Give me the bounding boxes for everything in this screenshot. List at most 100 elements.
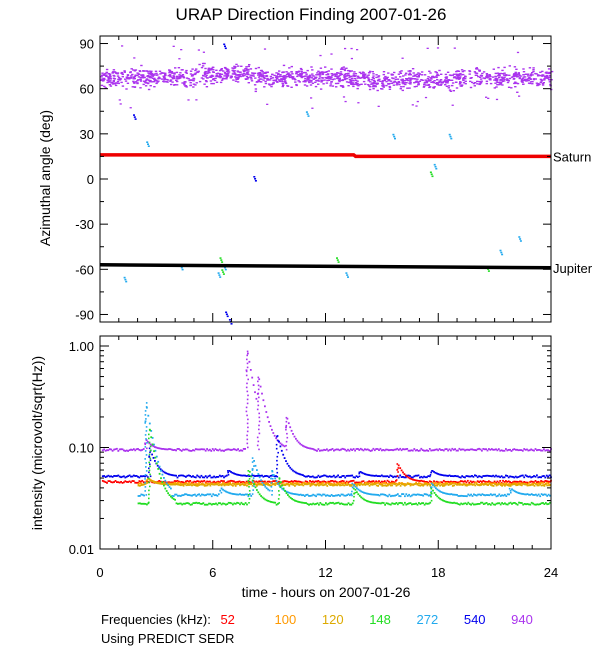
azimuth-point-940 [360,72,363,75]
intensity-point-940 [351,449,354,451]
azimuth-point-940 [489,77,492,80]
intensity-point-52 [403,473,406,475]
azimuth-point-940 [235,63,238,66]
azimuth-point-940 [287,72,290,74]
azimuth-point-940 [207,68,210,70]
intensity-point-148 [467,501,470,504]
intensity-spike-940 [246,402,249,405]
intensity-point-940 [244,448,246,450]
intensity-point-940 [475,449,478,452]
intensity-point-148 [329,501,332,504]
intensity-point-148 [536,503,539,506]
azimuth-point-940 [513,78,516,80]
azimuth-point-940 [546,77,549,79]
intensity-point-148 [360,496,363,499]
azimuth-point-940 [367,78,371,80]
intensity-point-940 [347,448,349,451]
intensity-point-120 [303,483,306,485]
azimuth-point-940 [451,104,454,106]
azimuth-point-940 [254,77,257,79]
intensity-point-148 [378,502,381,505]
intensity-point-148 [188,502,191,505]
azimuth-point-940 [137,79,140,81]
azimuth-point-940 [279,74,282,76]
intensity-point-52 [285,480,287,483]
intensity-point-540 [318,476,321,478]
azimuth-point-940 [395,84,398,86]
legend-entry-100: 100 [274,612,297,627]
intensity-point-100 [316,482,319,484]
intensity-point-272 [473,493,475,496]
intensity-point-272 [143,494,145,497]
azimuth-point-940 [238,73,242,76]
azimuth-point-940 [124,80,128,82]
intensity-spike-272 [145,418,147,420]
intensity-spike-940 [286,436,289,439]
azimuth-point-540 [254,180,257,182]
azimuth-point-940 [257,74,260,76]
azimuth-point-940 [429,72,432,74]
azimuth-point-940 [405,78,408,80]
azimuth-point-940 [352,73,356,75]
azimuth-point-940 [290,76,293,78]
azimuth-point-940 [130,75,133,77]
intensity-point-120 [261,484,264,486]
intensity-spike-540 [148,471,150,474]
intensity-point-120 [440,483,443,486]
intensity-point-100 [539,482,542,484]
intensity-point-100 [206,482,209,485]
intensity-point-120 [151,480,154,483]
intensity-point-940 [372,447,375,450]
intensity-point-940 [163,448,166,451]
intensity-point-52 [442,479,445,482]
azimuth-point-148 [336,257,338,259]
azimuth-point-940 [314,85,318,88]
azimuth-point-940 [401,57,404,59]
intensity-point-940 [158,447,161,450]
intensity-point-120 [265,483,268,485]
azimuth-point-940 [144,82,148,84]
intensity-point-52 [464,480,466,483]
intensity-point-540 [351,474,354,477]
intensity-spike-540 [149,451,151,454]
intensity-spike-148 [148,437,150,440]
intensity-point-100 [329,482,332,485]
azimuth-point-940 [478,83,481,86]
intensity-point-940 [541,449,544,452]
intensity-point-120 [230,483,233,486]
azimuth-point-940 [312,75,315,77]
intensity-spike-148 [149,457,152,460]
azimuth-point-940 [205,74,208,77]
intensity-point-100 [536,483,539,485]
intensity-point-272 [261,481,264,484]
intensity-point-52 [351,480,354,482]
intensity-point-540 [399,474,402,477]
azimuth-point-940 [496,72,500,74]
intensity-point-52 [238,480,241,483]
azimuth-point-940 [507,86,511,88]
intensity-point-100 [241,482,244,485]
azimuth-point-940 [272,79,275,82]
intensity-point-272 [442,491,444,494]
azimuth-point-940 [345,67,348,69]
intensity-point-120 [192,483,195,486]
azimuth-point-940 [254,67,258,70]
azimuth-point-940 [489,75,492,78]
azimuth-point-940 [310,81,313,83]
intensity-point-272 [171,495,174,497]
azimuth-point-940 [395,81,398,84]
intensity-point-272 [525,493,527,496]
azimuth-point-940 [315,74,318,76]
intensity-point-120 [153,481,155,483]
intensity-point-52 [544,480,547,482]
intensity-point-148 [263,497,265,500]
azimuth-point-940 [353,75,356,78]
intensity-point-100 [439,481,441,484]
intensity-point-272 [298,494,301,496]
intensity-point-540 [104,476,107,478]
intensity-point-120 [337,483,340,486]
intensity-point-52 [127,481,129,483]
azimuth-point-940 [527,75,530,77]
intensity-point-540 [375,474,378,477]
intensity-point-272 [302,494,305,496]
